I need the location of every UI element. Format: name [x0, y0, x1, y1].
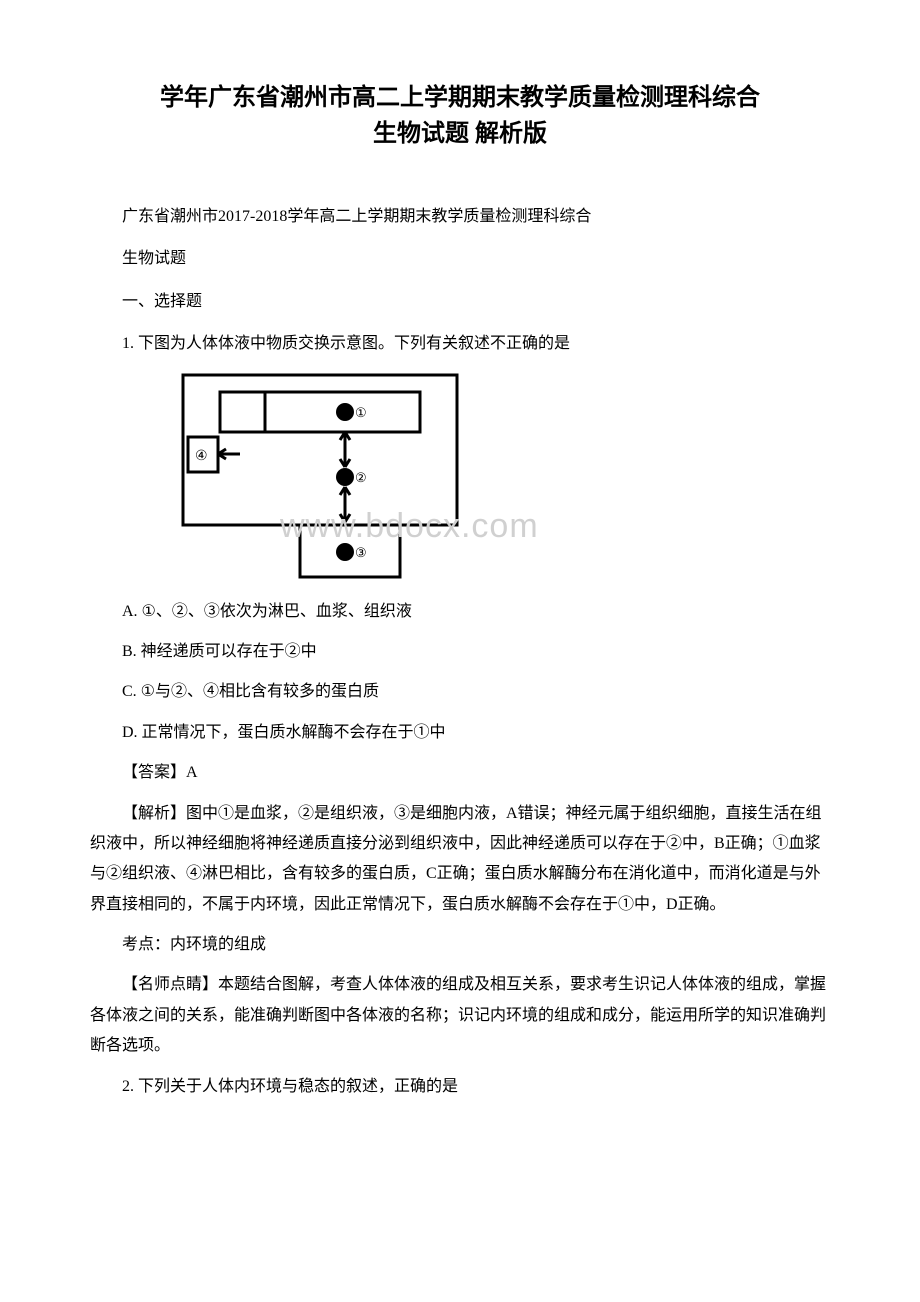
- title-line-2: 生物试题 解析版: [90, 116, 830, 152]
- question-1-option-a: A. ①、②、③依次为淋巴、血浆、组织液: [90, 597, 830, 627]
- question-1-tip: 【名师点睛】本题结合图解，考查人体体液的组成及相互关系，要求考生识记人体体液的组…: [90, 970, 830, 1061]
- header-line-2: 生物试题: [90, 244, 830, 274]
- svg-text:②: ②: [355, 470, 367, 485]
- question-1-option-d: D. 正常情况下，蛋白质水解酶不会存在于①中: [90, 718, 830, 748]
- question-1-point: 考点：内环境的组成: [90, 930, 830, 960]
- question-1-option-b: B. 神经递质可以存在于②中: [90, 637, 830, 667]
- svg-text:③: ③: [355, 545, 367, 560]
- svg-text:①: ①: [355, 405, 367, 420]
- svg-text:④: ④: [195, 449, 208, 464]
- header-line-1: 广东省潮州市2017-2018学年高二上学期期末教学质量检测理科综合: [90, 202, 830, 232]
- header-line-3: 一、选择题: [90, 287, 830, 317]
- document-title: 学年广东省潮州市高二上学期期末教学质量检测理科综合 生物试题 解析版: [90, 80, 830, 152]
- diagram-container: ④ ① ② ③: [180, 372, 830, 587]
- question-1-option-c: C. ①与②、④相比含有较多的蛋白质: [90, 677, 830, 707]
- question-2-stem: 2. 下列关于人体内环境与稳态的叙述，正确的是: [90, 1072, 830, 1102]
- question-1-explanation: 【解析】图中①是血浆，②是组织液，③是细胞内液，A错误；神经元属于组织细胞，直接…: [90, 799, 830, 921]
- question-1-stem: 1. 下图为人体体液中物质交换示意图。下列有关叙述不正确的是: [90, 329, 830, 359]
- question-1-answer: 【答案】A: [90, 758, 830, 788]
- title-line-1: 学年广东省潮州市高二上学期期末教学质量检测理科综合: [90, 80, 830, 116]
- body-fluid-diagram: ④ ① ② ③: [180, 372, 460, 582]
